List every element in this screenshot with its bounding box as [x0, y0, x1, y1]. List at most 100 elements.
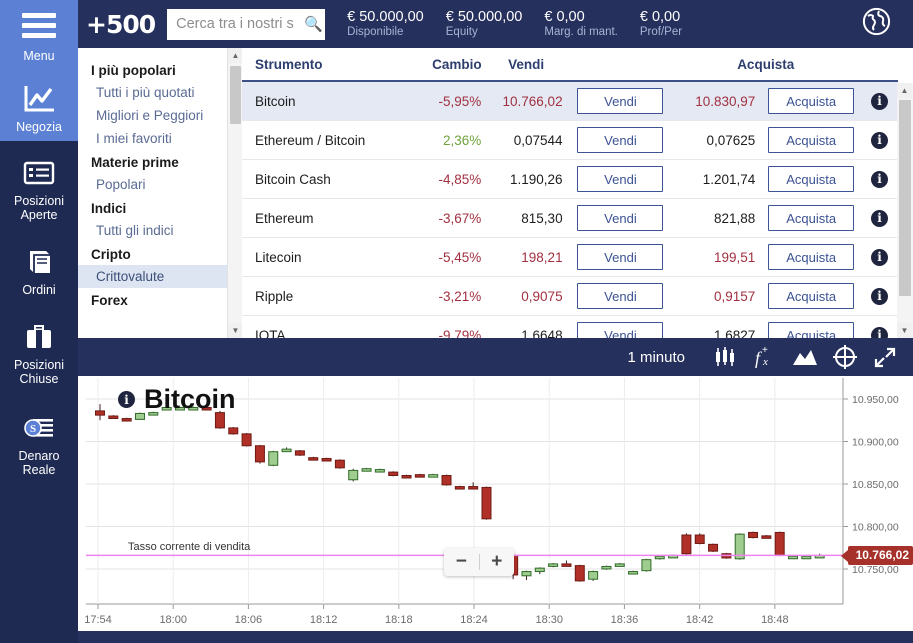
svg-text:f: f — [755, 348, 763, 368]
coins-icon: S — [2, 410, 76, 446]
buy-button[interactable]: Acquista — [768, 127, 855, 153]
svg-text:18:18: 18:18 — [385, 614, 413, 626]
table-scroll-down-icon[interactable]: ▼ — [897, 323, 912, 338]
stat-equity: € 50.000,00 Equity — [424, 9, 523, 40]
sell-button[interactable]: Vendi — [577, 127, 664, 153]
sell-button[interactable]: Vendi — [577, 166, 664, 192]
table-row[interactable]: Ethereum -3,67% 815,30 Vendi 821,88 Acquista i — [242, 199, 898, 238]
stat-margine-value: € 0,00 — [544, 8, 585, 25]
search-icon[interactable]: 🔍 — [304, 16, 323, 33]
price-chart[interactable]: 10.950,00 10.900,00 10.850,00 10.800,00 10.7… — [78, 376, 913, 631]
zoom-in-button[interactable]: + — [491, 551, 503, 572]
buy-button[interactable]: Acquista — [768, 244, 855, 270]
cell-change: -4,85% — [438, 171, 482, 187]
cell-change: -9,79% — [438, 327, 482, 339]
sidebar-label-ordini: Ordini — [22, 283, 56, 297]
category-item[interactable]: Tutti gli indici — [96, 223, 174, 238]
table-row[interactable]: Litecoin -5,45% 198,21 Vendi 199,51 Acquista i — [242, 238, 898, 277]
cell-sell-price: 1,6648 — [521, 327, 563, 339]
table-row[interactable]: Ethereum / Bitcoin 2,36% 0,07544 Vendi 0,076… — [242, 121, 898, 160]
table-row[interactable]: Bitcoin -5,95% 10.766,02 Vendi 10.830,97 Acqu… — [242, 82, 898, 121]
cell-buy-price: 199,51 — [714, 249, 756, 265]
svg-text:18:42: 18:42 — [686, 614, 714, 626]
table-row[interactable]: Ripple -3,21% 0,9075 Vendi 0,9157 Acquista i — [242, 277, 898, 316]
category-group: Cripto — [91, 247, 131, 262]
sidebar-item-posizioni-chiuse[interactable]: Posizioni Chiuse — [0, 305, 78, 394]
category-scrollbar[interactable]: ▲ ▼ — [227, 48, 243, 338]
scroll-down-icon[interactable]: ▼ — [228, 323, 243, 338]
category-item[interactable]: Migliori e Peggiori — [96, 108, 204, 123]
svg-text:18:30: 18:30 — [535, 614, 563, 626]
sell-button[interactable]: Vendi — [577, 205, 664, 231]
buy-button[interactable]: Acquista — [768, 166, 855, 192]
cell-buy-price: 1,6827 — [714, 327, 756, 339]
top-header-bar: +500 🔍 € 50.000,00 Disponibile € 50.000,… — [78, 0, 913, 48]
sidebar-item-negozia[interactable]: Negozia — [0, 69, 78, 141]
category-item[interactable]: Crittovalute — [78, 265, 241, 288]
table-row[interactable]: Bitcoin Cash -4,85% 1.190,26 Vendi 1.201,74 A… — [242, 160, 898, 199]
sell-button[interactable]: Vendi — [577, 283, 664, 309]
buy-button[interactable]: Acquista — [768, 322, 855, 338]
chart-area-icon[interactable] — [785, 348, 825, 366]
buy-button[interactable]: Acquista — [768, 205, 855, 231]
crosshair-icon[interactable] — [825, 344, 865, 370]
info-icon[interactable]: i — [871, 92, 889, 110]
info-icon[interactable]: i — [871, 326, 889, 338]
info-icon[interactable]: i — [871, 287, 889, 305]
category-group: I più popolari — [91, 63, 176, 78]
svg-text:10.850,00: 10.850,00 — [852, 479, 899, 491]
globe-icon[interactable] — [862, 7, 891, 41]
category-group: Forex — [91, 293, 128, 308]
info-icon[interactable]: i — [871, 170, 889, 188]
sidebar-item-ordini[interactable]: Ordini — [0, 230, 78, 305]
table-scrollbar[interactable]: ▲ ▼ — [897, 83, 913, 338]
sidebar-item-posizioni-aperte[interactable]: Posizioni Aperte — [0, 141, 78, 230]
stat-margine-label: Marg. di mant. — [544, 25, 618, 38]
category-group: Materie prime — [91, 155, 179, 170]
table-scroll-thumb[interactable] — [899, 100, 911, 296]
indicators-fx-icon[interactable]: f x + — [745, 345, 785, 369]
cell-sell-price: 198,21 — [521, 249, 563, 265]
cell-instrument: Ethereum / Bitcoin — [255, 132, 366, 148]
timeframe-label[interactable]: 1 minuto — [627, 348, 685, 366]
cell-buy-price: 821,88 — [714, 210, 756, 226]
table-row[interactable]: IOTA -9,79% 1,6648 Vendi 1,6827 Acquista i — [242, 316, 898, 338]
cell-sell-price: 1.190,26 — [510, 171, 563, 187]
sell-button[interactable]: Vendi — [577, 88, 664, 114]
category-item[interactable]: Popolari — [96, 177, 146, 192]
cell-change: -3,21% — [438, 288, 482, 304]
search-input[interactable] — [176, 16, 305, 32]
svg-text:18:12: 18:12 — [310, 614, 338, 626]
scroll-up-icon[interactable]: ▲ — [228, 48, 243, 63]
buy-button[interactable]: Acquista — [768, 283, 855, 309]
svg-text:10.900,00: 10.900,00 — [852, 437, 899, 449]
list-icon — [2, 155, 76, 191]
sell-button[interactable]: Vendi — [577, 322, 664, 338]
zoom-out-button[interactable]: − — [455, 551, 467, 572]
info-icon[interactable]: i — [871, 131, 889, 149]
buy-button[interactable]: Acquista — [768, 88, 855, 114]
category-scroll-thumb[interactable] — [230, 66, 241, 124]
col-header-instrument: Strumento — [255, 56, 323, 72]
fullscreen-icon[interactable] — [865, 345, 905, 369]
sidebar-label-posizioni-aperte: Posizioni Aperte — [13, 194, 65, 222]
svg-text:x: x — [762, 356, 768, 368]
cell-instrument: Bitcoin — [255, 93, 296, 109]
cell-change: 2,36% — [443, 132, 482, 148]
cell-sell-price: 0,9075 — [521, 288, 563, 304]
chart-info-icon[interactable]: i — [118, 391, 135, 408]
category-item[interactable]: I miei favoriti — [96, 131, 172, 146]
search-box[interactable]: 🔍 — [167, 8, 326, 40]
info-icon[interactable]: i — [871, 248, 889, 266]
table-scroll-up-icon[interactable]: ▲ — [897, 83, 912, 98]
sell-button[interactable]: Vendi — [577, 244, 664, 270]
info-icon[interactable]: i — [871, 209, 889, 227]
cell-instrument: Litecoin — [255, 249, 302, 265]
candlestick-icon[interactable] — [705, 346, 745, 368]
zoom-controls[interactable]: − + — [444, 548, 514, 576]
sidebar-item-denaro-reale[interactable]: S Denaro Reale — [0, 394, 78, 485]
menu-button[interactable]: Menu — [0, 0, 78, 69]
category-item[interactable]: Tutti i più quotati — [96, 85, 195, 100]
chart-title: Bitcoin — [144, 384, 236, 414]
